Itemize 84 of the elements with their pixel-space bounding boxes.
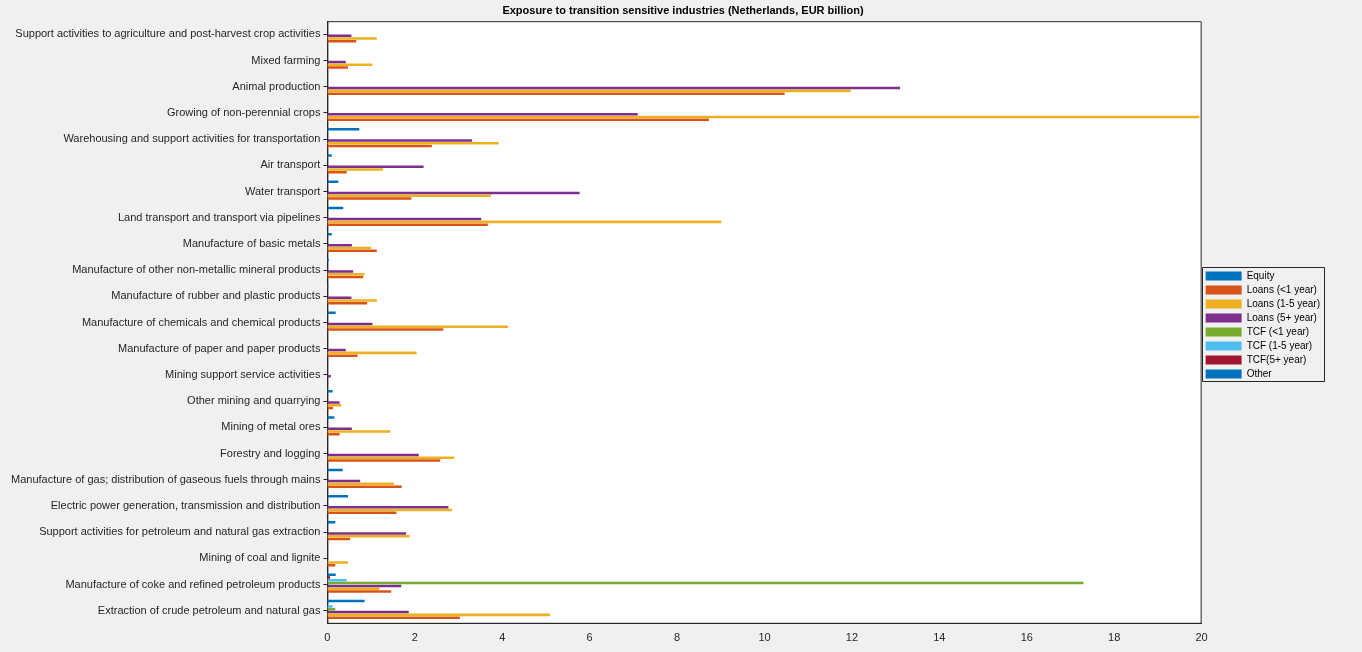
legend-label: TCF(5+ year)	[1246, 353, 1307, 365]
x-tick-label: 16	[1020, 631, 1033, 644]
legend-label: TCF (<1 year)	[1246, 325, 1310, 337]
bar	[327, 92, 785, 95]
bar	[327, 433, 340, 436]
bar	[327, 244, 352, 247]
bar	[327, 427, 352, 430]
bar	[327, 128, 360, 131]
legend-label: Equity	[1246, 269, 1275, 281]
bar	[327, 616, 460, 619]
bar	[327, 296, 352, 299]
legend-label: Loans (<1 year)	[1246, 283, 1317, 295]
bar	[327, 113, 638, 116]
bar	[327, 171, 347, 174]
bar	[327, 430, 391, 433]
bar	[327, 325, 508, 328]
x-tick-label: 20	[1195, 631, 1208, 644]
y-tick-label: Mixed farming	[251, 53, 321, 66]
x-tick-label: 18	[1108, 631, 1121, 644]
y-tick-label: Manufacture of paper and paper products	[117, 341, 321, 354]
y-tick-label: Animal production	[232, 79, 321, 92]
bar	[327, 197, 412, 200]
y-tick-label: Support activities to agriculture and post-harvest crop activities	[15, 27, 321, 40]
y-tick-label: Manufacture of other non-metallic mineral products	[72, 263, 321, 276]
bar	[327, 154, 332, 157]
y-tick-label: Manufacture of basic metals	[182, 236, 321, 249]
bar	[327, 579, 347, 582]
legend-label: Other	[1246, 367, 1273, 379]
y-tick-label: Forestry and logging	[220, 446, 321, 459]
bar	[327, 328, 444, 331]
bar	[327, 142, 499, 145]
bar	[327, 168, 383, 171]
x-tick-label: 12	[845, 631, 859, 644]
x-tick-label: 6	[586, 631, 593, 644]
bar	[327, 485, 402, 488]
chart-title: Exposure to transition sensitive industries (Netherlands, EUR billion)	[502, 3, 864, 16]
bar	[327, 40, 357, 43]
bar	[327, 139, 473, 142]
bar	[327, 63, 373, 66]
y-tick-label: Mining of coal and lignite	[199, 551, 321, 564]
bar	[327, 165, 424, 168]
legend-label: Loans (5+ year)	[1246, 311, 1317, 323]
legend-label: Loans (1-5 year)	[1246, 297, 1321, 309]
bar	[327, 416, 335, 419]
bar	[327, 223, 488, 226]
bar	[327, 270, 354, 273]
bar	[327, 590, 392, 593]
bar	[327, 37, 377, 40]
bar	[327, 521, 336, 524]
x-tick-label: 14	[933, 631, 946, 644]
y-tick-label: Mining support service activities	[165, 367, 321, 380]
bar	[327, 561, 348, 564]
bar	[327, 34, 352, 37]
bar	[327, 390, 333, 393]
x-tick-label: 10	[758, 631, 771, 644]
y-tick-label: Land transport and transport via pipelines	[118, 210, 321, 223]
x-tick-label: 2	[411, 631, 418, 644]
bar	[327, 299, 377, 302]
bar	[327, 194, 491, 197]
bar	[327, 564, 336, 567]
bar	[327, 375, 331, 378]
bar	[327, 302, 368, 305]
bar	[327, 459, 441, 462]
y-tick-label: Other mining and quarrying	[187, 394, 321, 407]
y-tick-label: Extraction of crude petroleum and natural gas	[97, 603, 321, 616]
y-tick-label: Support activities for petroleum and natural gas extraction	[39, 525, 321, 538]
y-tick-label: Mining of metal ores	[221, 420, 321, 433]
y-tick-label: Warehousing and support activities for transportation	[63, 132, 321, 145]
bar	[327, 354, 358, 357]
y-tick-label: Air transport	[260, 158, 321, 171]
y-tick-label: Water transport	[245, 184, 321, 197]
x-tick-label: 4	[499, 631, 506, 644]
y-tick-label: Manufacture of chemicals and chemical products	[81, 315, 321, 328]
y-tick-label: Manufacture of gas; distribution of gaseous fuels through mains	[11, 472, 321, 485]
x-tick-label: 0	[324, 631, 331, 644]
bar	[327, 66, 348, 69]
y-tick-label: Manufacture of rubber and plastic products	[111, 289, 321, 302]
bar	[327, 587, 380, 590]
y-tick-label: Growing of non-perennial crops	[166, 105, 321, 118]
y-tick-label: Manufacture of coke and refined petroleum products	[65, 577, 321, 590]
x-tick-label: 8	[674, 631, 681, 644]
legend-label: TCF (1-5 year)	[1246, 339, 1313, 351]
bar	[327, 456, 455, 459]
y-tick-label: Electric power generation, transmission and distribution	[50, 498, 321, 511]
